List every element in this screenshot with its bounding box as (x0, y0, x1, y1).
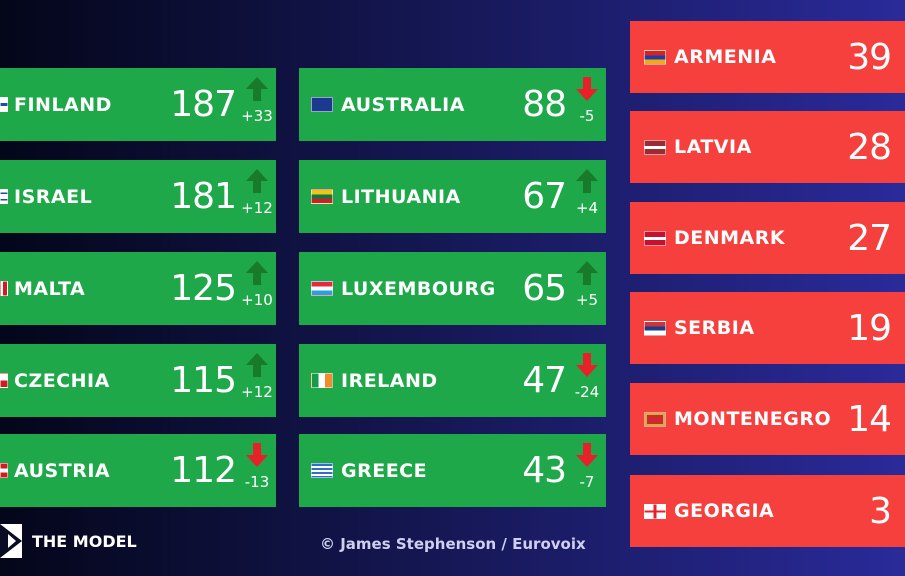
arrow-up-icon (246, 260, 268, 285)
arrow-up-icon (246, 168, 268, 193)
brand-logo: THE MODEL (0, 524, 137, 558)
points-value: 115 (170, 360, 237, 401)
points-value: 125 (170, 268, 237, 309)
country-name: AUSTRIA (14, 459, 111, 482)
card-denmark: DENMARK 27 (630, 202, 905, 274)
points-value: 65 (522, 268, 567, 309)
card-greece: GREECE 43 -7 (299, 434, 606, 507)
country-name: GREECE (341, 459, 428, 482)
points-value: 19 (847, 307, 892, 349)
rank-change: +10 (241, 290, 273, 309)
card-austria: AUSTRIA 112 -13 (0, 434, 276, 507)
georgia-flag-icon (644, 503, 666, 519)
points-value: 39 (847, 36, 892, 78)
rank-change: -24 (574, 382, 600, 401)
malta-flag-icon (0, 281, 8, 296)
country-name: FINLAND (14, 93, 112, 116)
country-name: LUXEMBOURG (341, 277, 496, 300)
points-value: 27 (847, 217, 892, 259)
arrow-down-icon (576, 352, 598, 377)
card-serbia: SERBIA 19 (630, 292, 905, 364)
card-armenia: ARMENIA 39 (630, 21, 905, 93)
latvia-flag-icon (644, 139, 666, 155)
points-value: 88 (522, 84, 567, 125)
arrow-down-icon (576, 76, 598, 101)
card-malta: MALTA 125 +10 (0, 252, 276, 325)
ireland-flag-icon (311, 373, 333, 388)
country-name: IRELAND (341, 369, 438, 392)
card-czechia: CZECHIA 115 +12 (0, 344, 276, 417)
greece-flag-icon (311, 463, 333, 478)
rank-change: +33 (241, 106, 273, 125)
montenegro-flag-icon (644, 411, 666, 427)
serbia-flag-icon (644, 320, 666, 336)
the-model-logo-icon (0, 524, 22, 558)
points-value: 43 (522, 450, 567, 491)
points-value: 14 (847, 398, 892, 440)
arrow-down-icon (576, 442, 598, 467)
points-value: 181 (170, 176, 237, 217)
points-value: 3 (869, 490, 892, 532)
card-ireland: IRELAND 47 -24 (299, 344, 606, 417)
austria-flag-icon (0, 463, 8, 478)
points-value: 187 (170, 84, 237, 125)
rank-change: +12 (241, 198, 273, 217)
rank-change: +12 (241, 382, 273, 401)
country-name: ARMENIA (674, 46, 777, 68)
card-georgia: GEORGIA 3 (630, 475, 905, 547)
arrow-down-icon (246, 442, 268, 467)
rank-change: +5 (575, 290, 599, 309)
rank-change: -5 (579, 106, 595, 125)
country-name: SERBIA (674, 317, 755, 339)
country-name: GEORGIA (674, 500, 775, 522)
rank-change: +4 (575, 198, 599, 217)
card-latvia: LATVIA 28 (630, 111, 905, 183)
lithuania-flag-icon (311, 189, 333, 204)
country-name: CZECHIA (14, 369, 110, 392)
arrow-up-icon (576, 260, 598, 285)
card-montenegro: MONTENEGRO 14 (630, 383, 905, 455)
points-value: 112 (170, 450, 237, 491)
country-name: MALTA (14, 277, 86, 300)
points-value: 47 (522, 360, 567, 401)
arrow-up-icon (246, 76, 268, 101)
rank-change: -13 (244, 472, 270, 491)
country-name: DENMARK (674, 227, 786, 249)
card-israel: ISRAEL 181 +12 (0, 160, 276, 233)
arrow-up-icon (246, 352, 268, 377)
armenia-flag-icon (644, 49, 666, 65)
denmark-flag-icon (644, 230, 666, 246)
country-name: MONTENEGRO (674, 408, 832, 430)
rank-change: -7 (579, 472, 595, 491)
photo-credit: © James Stephenson / Eurovoix (320, 535, 586, 553)
card-lithuania: LITHUANIA 67 +4 (299, 160, 606, 233)
israel-flag-icon (0, 189, 8, 204)
card-finland: FINLAND 187 +33 (0, 68, 276, 141)
australia-flag-icon (311, 97, 333, 112)
brand-name: THE MODEL (32, 531, 137, 551)
finland-flag-icon (0, 97, 8, 112)
country-name: LITHUANIA (341, 185, 461, 208)
card-luxembourg: LUXEMBOURG 65 +5 (299, 252, 606, 325)
arrow-up-icon (576, 168, 598, 193)
country-name: ISRAEL (14, 185, 93, 208)
czechia-flag-icon (0, 373, 8, 388)
country-name: AUSTRALIA (341, 93, 465, 116)
country-name: LATVIA (674, 136, 752, 158)
card-australia: AUSTRALIA 88 -5 (299, 68, 606, 141)
points-value: 28 (847, 126, 892, 168)
points-value: 67 (522, 176, 567, 217)
luxembourg-flag-icon (311, 281, 333, 296)
